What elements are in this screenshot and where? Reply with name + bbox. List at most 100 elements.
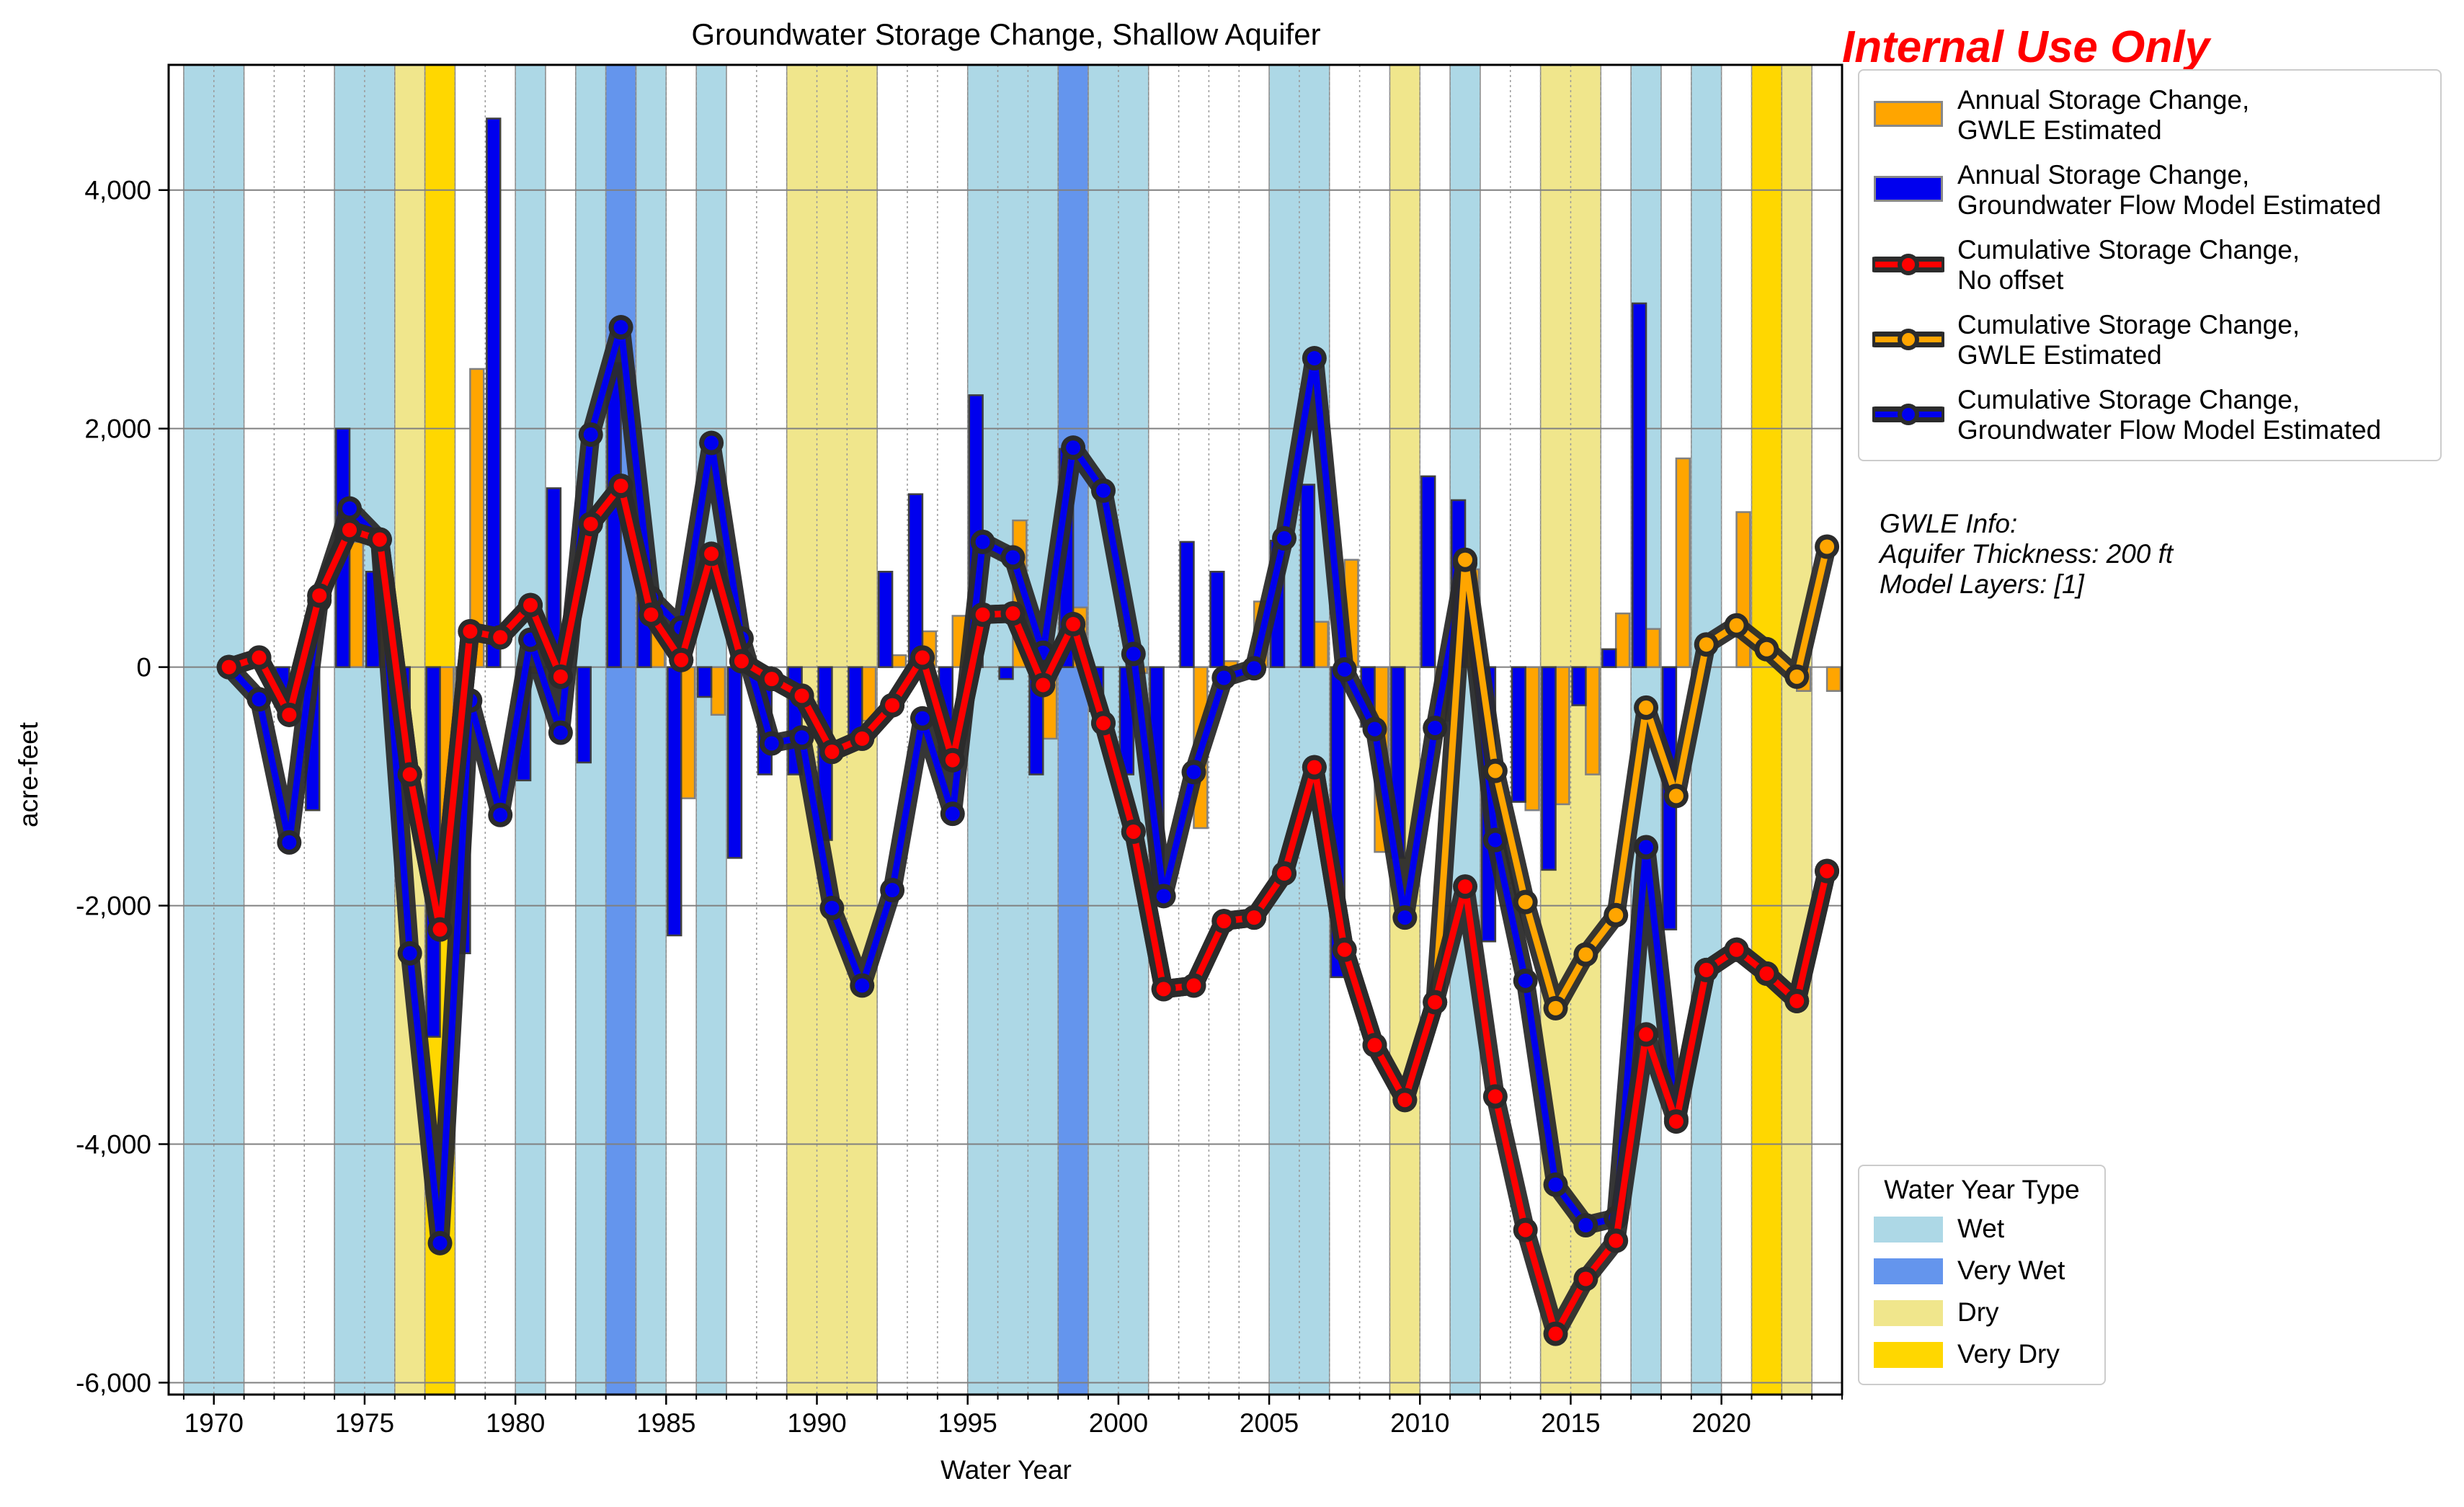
wyt-band-very-wet bbox=[1057, 64, 1089, 1395]
model-annual-bar bbox=[878, 571, 894, 668]
x-tick-label: 2015 bbox=[1541, 1408, 1600, 1438]
gwle-info-line: GWLE Info: bbox=[1880, 509, 2018, 538]
no-offset-line-marker bbox=[553, 669, 568, 684]
no-offset-line-marker bbox=[794, 688, 809, 703]
model-annual-bar bbox=[1511, 666, 1526, 803]
wyt-swatch-very-dry bbox=[1874, 1342, 1943, 1368]
x-axis-label: Water Year bbox=[940, 1455, 1072, 1485]
model-cumulative-line-marker bbox=[493, 807, 508, 822]
y-tick-label: -4,000 bbox=[76, 1130, 151, 1160]
legend-label-line2: GWLE Estimated bbox=[1957, 115, 2162, 145]
model-cumulative-line-marker bbox=[975, 534, 990, 549]
x-tick-label: 1995 bbox=[938, 1408, 997, 1438]
gwle-cumulative-line-marker bbox=[1609, 907, 1624, 923]
model-annual-bar bbox=[576, 666, 592, 764]
gwle-annual-bar bbox=[680, 666, 696, 799]
legend-line-swatch bbox=[1872, 404, 1944, 425]
legend-line-swatch bbox=[1872, 254, 1944, 275]
x-tick-label: 2005 bbox=[1240, 1408, 1299, 1438]
wyt-swatch-very-wet bbox=[1874, 1258, 1943, 1284]
model-annual-bar bbox=[1299, 484, 1316, 668]
model-cumulative-line-marker bbox=[794, 730, 809, 745]
wyt-band-very-dry bbox=[1751, 64, 1783, 1395]
legend-label: Cumulative Storage Change, GWLE Estimated bbox=[1957, 310, 2300, 370]
no-offset-line-marker bbox=[1095, 716, 1111, 731]
no-offset-line-marker bbox=[1277, 866, 1291, 881]
legend-label-line2: GWLE Estimated bbox=[1957, 340, 2162, 370]
model-cumulative-line-marker bbox=[1186, 765, 1201, 780]
model-annual-bar bbox=[667, 666, 682, 937]
no-offset-line-marker bbox=[1518, 1222, 1533, 1237]
no-offset-line-marker bbox=[1367, 1038, 1382, 1053]
legend-label: Cumulative Storage Change, No offset bbox=[1957, 235, 2300, 295]
model-cumulative-line-marker bbox=[432, 1235, 448, 1250]
model-cumulative-line-marker bbox=[613, 320, 628, 335]
no-offset-line-marker bbox=[1639, 1027, 1654, 1042]
x-tick-label: 2000 bbox=[1089, 1408, 1148, 1438]
model-cumulative-line-marker bbox=[915, 711, 930, 726]
model-annual-bar bbox=[1420, 475, 1436, 668]
no-offset-line-marker bbox=[734, 654, 749, 669]
no-offset-line-marker bbox=[855, 731, 870, 746]
gwle-annual-bar bbox=[1825, 666, 1842, 692]
wyt-label: Very Wet bbox=[1957, 1255, 2065, 1285]
y-tick-label: -2,000 bbox=[76, 892, 151, 921]
gwle-annual-bar bbox=[469, 368, 485, 668]
axes: 1970 1975 1980 1985 1990 1995 2000 2005 2010 2015… bbox=[76, 63, 1843, 1438]
wyt-swatch-wet bbox=[1874, 1217, 1943, 1243]
no-offset-line-marker bbox=[583, 517, 598, 532]
no-offset-line-marker bbox=[523, 597, 538, 613]
model-cumulative-line-marker bbox=[764, 736, 779, 751]
y-tick-label: 0 bbox=[136, 653, 151, 683]
model-cumulative-line-marker bbox=[1428, 721, 1443, 736]
no-offset-line-marker bbox=[1578, 1271, 1593, 1286]
wyt-band-wet bbox=[695, 64, 727, 1395]
legend-label: Cumulative Storage Change, Groundwater Fl… bbox=[1957, 385, 2381, 445]
no-offset-line-marker bbox=[1668, 1114, 1684, 1129]
no-offset-line-marker bbox=[824, 744, 840, 760]
model-annual-bar bbox=[1541, 666, 1557, 871]
no-offset-line-marker bbox=[613, 479, 628, 494]
no-offset-line-marker bbox=[885, 698, 900, 713]
no-offset-line-marker bbox=[975, 607, 990, 622]
x-tick-label: 1975 bbox=[335, 1408, 394, 1438]
no-offset-line-marker bbox=[1307, 760, 1322, 775]
legend-swatch bbox=[1874, 101, 1943, 127]
no-offset-line-marker bbox=[644, 607, 659, 622]
no-offset-line-marker bbox=[1066, 617, 1081, 632]
model-cumulative-line-marker bbox=[704, 435, 719, 450]
wyt-band-very-wet bbox=[605, 64, 637, 1395]
chart-title: Groundwater Storage Change, Shallow Aqui… bbox=[691, 17, 1320, 51]
model-cumulative-line-marker bbox=[252, 692, 267, 707]
x-tick-label: 1985 bbox=[636, 1408, 695, 1438]
gwle-cumulative-line-marker bbox=[1518, 894, 1533, 910]
no-offset-line-marker bbox=[463, 623, 478, 639]
model-cumulative-line-marker bbox=[1367, 721, 1382, 737]
y-tick-label: 4,000 bbox=[84, 176, 151, 205]
wyt-swatch-dry bbox=[1874, 1300, 1943, 1326]
gwle-cumulative-line-marker bbox=[1548, 1000, 1563, 1015]
legend-label-line2: Groundwater Flow Model Estimated bbox=[1957, 415, 2382, 445]
gwle-annual-bar bbox=[1524, 666, 1540, 812]
legend-label-line2: Groundwater Flow Model Estimated bbox=[1957, 190, 2382, 220]
x-tick-label: 2010 bbox=[1390, 1408, 1449, 1438]
legend-label-line1: Annual Storage Change, bbox=[1957, 160, 2250, 190]
legend-label-line2: No offset bbox=[1957, 265, 2064, 295]
no-offset-line-marker bbox=[1699, 962, 1714, 977]
gwle-annual-bar bbox=[1313, 621, 1329, 668]
model-cumulative-line-marker bbox=[1005, 550, 1020, 565]
legend-line-swatch bbox=[1872, 329, 1944, 350]
model-annual-bar bbox=[486, 117, 502, 668]
no-offset-line-marker bbox=[1036, 677, 1051, 693]
model-annual-bar bbox=[697, 666, 713, 698]
no-offset-line-marker bbox=[1337, 942, 1352, 957]
gwle-annual-bar bbox=[1614, 612, 1631, 668]
no-offset-line-marker bbox=[432, 922, 448, 937]
model-cumulative-line-marker bbox=[1639, 840, 1654, 855]
no-offset-line-marker bbox=[402, 767, 417, 782]
wyt-band-wet bbox=[183, 64, 245, 1395]
no-offset-line-marker bbox=[312, 588, 327, 603]
model-annual-bar bbox=[1601, 648, 1617, 668]
model-cumulative-line-marker bbox=[1066, 440, 1081, 455]
no-offset-line-marker bbox=[1458, 879, 1473, 894]
